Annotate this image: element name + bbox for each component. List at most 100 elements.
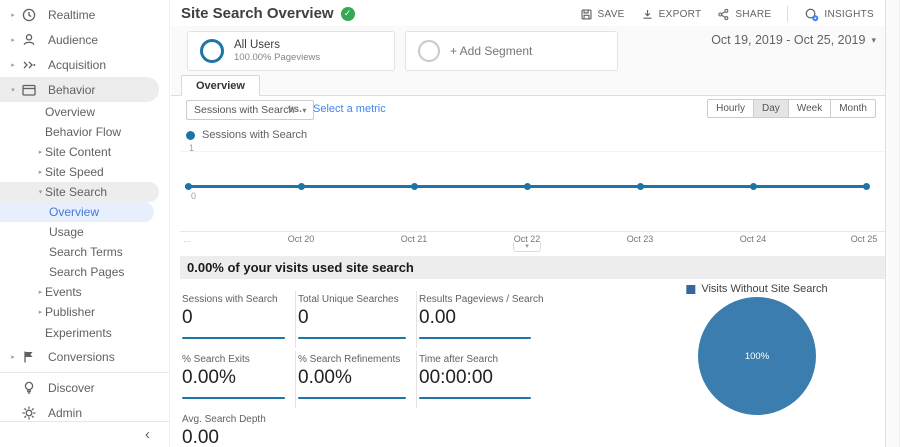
data-point[interactable]	[184, 183, 192, 190]
select-a-metric-link[interactable]: Select a metric	[313, 103, 386, 115]
metric-card-avg-search-depth[interactable]: Avg. Search Depth 0.00	[180, 411, 296, 447]
caret-down-icon: ▾	[302, 105, 307, 115]
sidebar-item-label: Site Speed	[45, 165, 104, 179]
x-axis-tick: Oct 21	[400, 234, 428, 244]
metric-card-total-unique-searches[interactable]: Total Unique Searches 0	[296, 291, 417, 348]
sidebar-item-behavior[interactable]: ▾ Behavior	[0, 77, 159, 102]
vs-label: vs.	[288, 104, 302, 115]
metric-label: % Search Exits	[182, 354, 250, 365]
sidebar-item-label: Search Terms	[49, 245, 123, 259]
sidebar-item-acquisition[interactable]: ▸ Acquisition	[0, 52, 169, 77]
chevron-right-icon: ▸	[11, 11, 15, 19]
scrollbar-gutter[interactable]	[885, 0, 900, 447]
metric-value: 0	[298, 307, 309, 328]
segment-text: All Users 100.00% Pageviews	[234, 39, 320, 63]
segment-all-users[interactable]: All Users 100.00% Pageviews	[187, 31, 395, 71]
summary-headline: 0.00% of your visits used site search	[180, 256, 885, 279]
metric-value: 0.00%	[298, 367, 352, 388]
sidebar-item-publisher[interactable]: ▸ Publisher	[0, 302, 169, 322]
data-point[interactable]	[410, 183, 418, 190]
sidebar-item-site-content[interactable]: ▸ Site Content	[0, 142, 169, 162]
page-title-text: Site Search Overview	[181, 5, 334, 22]
metric-value: 0.00	[419, 307, 456, 328]
export-button[interactable]: EXPORT	[641, 8, 702, 21]
sidebar-item-label: Usage	[49, 225, 84, 239]
metric-card-search-refinements[interactable]: % Search Refinements 0.00%	[296, 351, 417, 408]
chevron-down-icon: ▾	[38, 189, 43, 196]
granularity-day-button[interactable]: Day	[753, 99, 789, 118]
segment-subtitle: 100.00% Pageviews	[234, 52, 321, 63]
sidebar-item-site-search-overview[interactable]: Overview	[0, 202, 154, 222]
metric-card-sessions-with-search[interactable]: Sessions with Search 0	[180, 291, 296, 348]
save-icon	[580, 8, 593, 21]
sidebar-item-conversions[interactable]: ▸ Conversions	[0, 344, 169, 370]
sidebar-item-site-speed[interactable]: ▸ Site Speed	[0, 162, 169, 182]
metric-label: % Search Refinements	[298, 354, 401, 365]
data-point[interactable]	[523, 183, 531, 190]
date-range-selector[interactable]: Oct 19, 2019 - Oct 25, 2019 ▾	[711, 33, 876, 47]
insights-button[interactable]: INSIGHTS	[804, 7, 874, 22]
data-point[interactable]	[749, 183, 757, 190]
chevron-right-icon: ▸	[38, 149, 43, 156]
gridline	[180, 151, 885, 152]
sidebar-item-events[interactable]: ▸ Events	[0, 282, 169, 302]
metric-sparkline	[298, 396, 406, 399]
lightbulb-icon	[21, 380, 37, 396]
sidebar-item-search-pages[interactable]: Search Pages	[0, 262, 169, 282]
actions-divider	[787, 6, 789, 22]
acquisition-icon	[21, 57, 37, 73]
sidebar-item-label: Site Content	[45, 145, 112, 159]
x-axis	[180, 231, 885, 232]
collapse-sidebar-icon[interactable]: ‹	[145, 426, 150, 443]
visits-pie-chart[interactable]: 100%	[698, 297, 816, 415]
metric-selector-value: Sessions with Search	[194, 104, 295, 116]
sidebar-item-search-terms[interactable]: Search Terms	[0, 242, 169, 262]
granularity-hourly-button[interactable]: Hourly	[707, 99, 755, 118]
sidebar-item-admin[interactable]: Admin	[0, 400, 169, 425]
sidebar-item-experiments[interactable]: Experiments	[0, 322, 169, 344]
metric-card-results-pageviews-per-search[interactable]: Results Pageviews / Search 0.00	[417, 291, 544, 348]
tab-label: Overview	[196, 79, 245, 92]
x-axis-tick: Oct 23	[626, 234, 654, 244]
granularity-month-button[interactable]: Month	[830, 99, 876, 118]
caret-down-icon: ▾	[525, 243, 529, 250]
metric-card-search-exits[interactable]: % Search Exits 0.00%	[180, 351, 296, 408]
sidebar-item-audience[interactable]: ▸ Audience	[0, 27, 169, 52]
caret-down-icon: ▾	[871, 34, 876, 45]
add-segment-button[interactable]: + Add Segment	[405, 31, 618, 71]
metric-card-time-after-search[interactable]: Time after Search 00:00:00	[417, 351, 541, 408]
legend-label: Sessions with Search	[202, 129, 308, 141]
metric-value: 00:00:00	[419, 367, 493, 388]
share-button[interactable]: SHARE	[717, 8, 771, 21]
share-label: SHARE	[735, 8, 772, 20]
metric-sparkline	[419, 396, 531, 399]
data-point[interactable]	[636, 183, 644, 190]
segment-title: All Users	[234, 39, 281, 51]
y-axis-tick: 0	[191, 191, 197, 201]
chevron-right-icon: ▸	[38, 289, 43, 296]
data-point[interactable]	[862, 183, 870, 190]
data-point[interactable]	[297, 183, 305, 190]
chevron-down-icon: ▾	[11, 86, 15, 94]
sidebar-footer: ‹	[0, 421, 170, 447]
metric-label: Results Pageviews / Search	[419, 294, 544, 305]
share-icon	[717, 8, 730, 21]
sidebar-item-label: Publisher	[45, 305, 96, 319]
tab-overview[interactable]: Overview	[181, 75, 260, 96]
save-button[interactable]: SAVE	[580, 8, 625, 21]
add-segment-label: + Add Segment	[450, 44, 533, 58]
chart-expand-button[interactable]: ▾	[513, 242, 541, 252]
sidebar-item-discover[interactable]: Discover	[0, 375, 169, 400]
sidebar-item-realtime[interactable]: ▸ Realtime	[0, 2, 169, 27]
sidebar-item-label: Site Search	[45, 185, 108, 199]
sidebar-item-label: Admin	[48, 405, 83, 420]
sidebar-item-site-search[interactable]: ▾ Site Search	[0, 182, 159, 202]
sidebar-item-behavior-overview[interactable]: Overview	[0, 102, 169, 122]
metric-selector-dropdown[interactable]: Sessions with Search ▾	[186, 100, 315, 120]
sidebar-item-usage[interactable]: Usage	[0, 222, 169, 242]
sidebar-item-behavior-flow[interactable]: Behavior Flow	[0, 122, 169, 142]
pie-legend-label: Visits Without Site Search	[701, 283, 828, 295]
sidebar-item-label: Search Pages	[49, 265, 125, 279]
granularity-week-button[interactable]: Week	[787, 99, 832, 118]
